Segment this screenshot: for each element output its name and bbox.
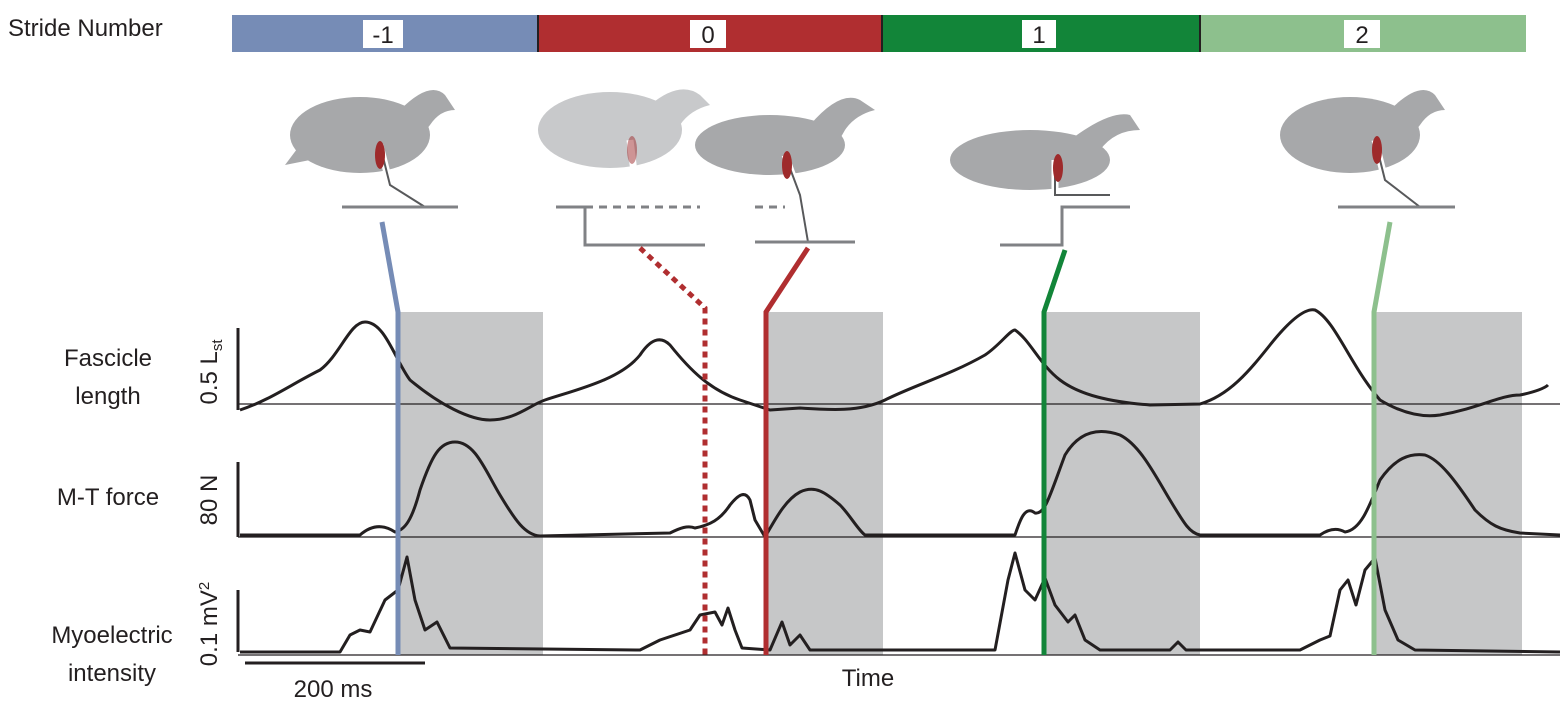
row-label: intensity <box>68 660 156 687</box>
scale-label: 0.5 Lst <box>196 339 226 405</box>
stride-label: -1 <box>372 22 393 49</box>
row-label: Myoelectric <box>51 622 172 649</box>
stride-label: 2 <box>1355 22 1368 49</box>
stride-label: 1 <box>1032 22 1045 49</box>
figure: Stride Number -1 0 1 2 <box>0 0 1560 704</box>
time-scale-label: 200 ms <box>294 676 373 703</box>
row-label: M-T force <box>57 484 159 511</box>
x-label: Time <box>842 665 894 692</box>
stride-label: 0 <box>701 22 714 49</box>
stride-title: Stride Number <box>8 15 163 42</box>
row-label: length <box>75 383 140 410</box>
bird-illustrations <box>285 89 1455 245</box>
row-label: Fascicle <box>64 345 152 372</box>
scale-label: 0.1 mV2 <box>196 582 223 666</box>
scale-label: 80 N <box>196 475 223 526</box>
